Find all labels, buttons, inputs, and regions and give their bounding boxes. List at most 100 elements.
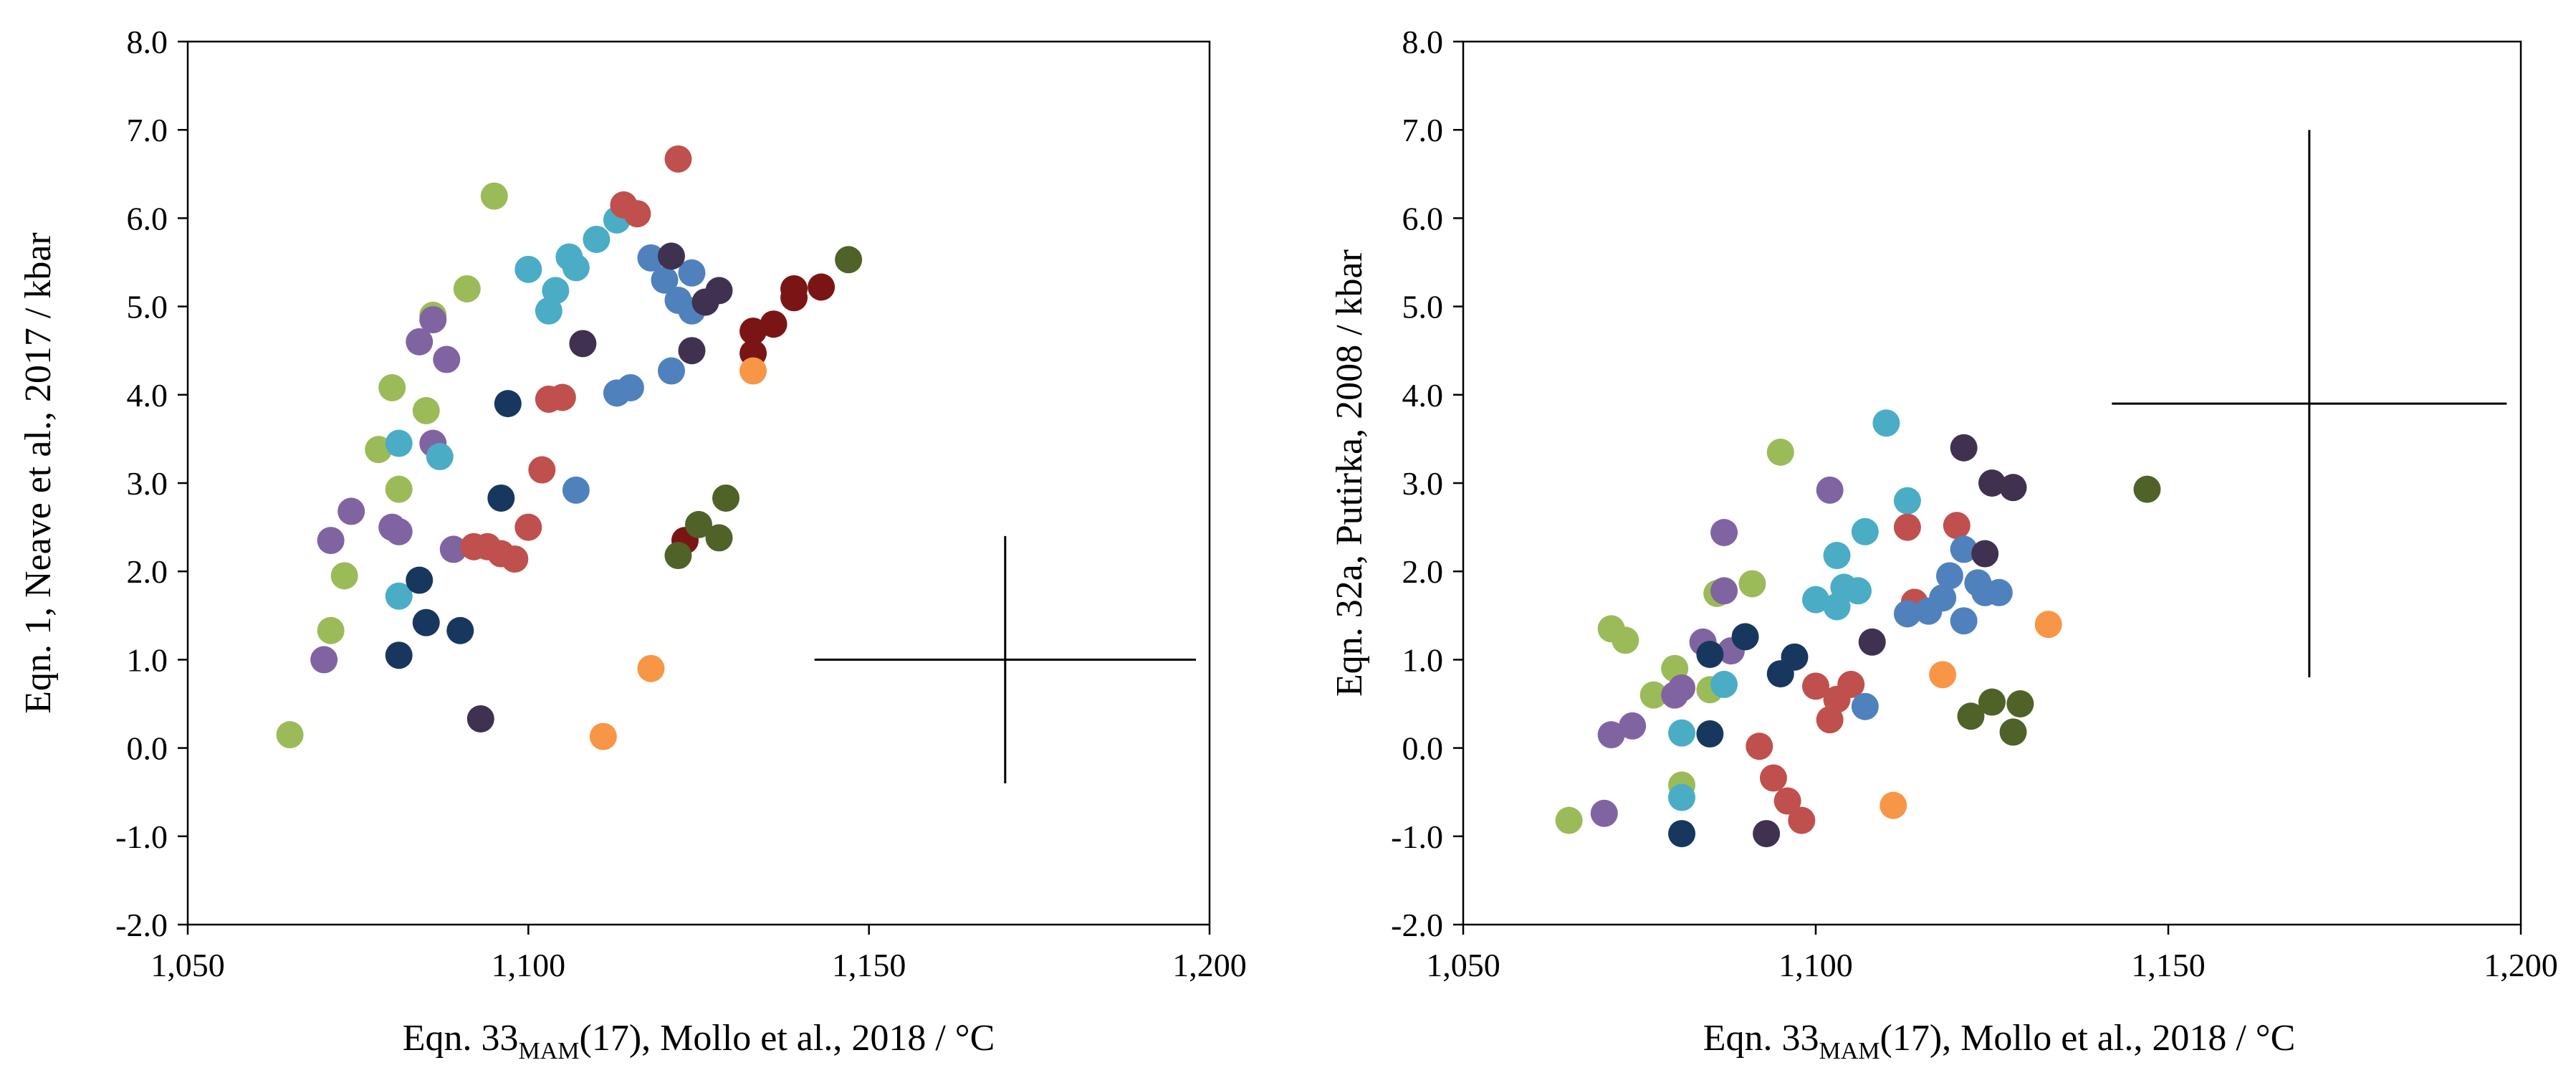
right-point-dark-navy (1696, 641, 1724, 669)
right-point-light-green (1612, 626, 1639, 654)
right-x-axis-label-main: Eqn. 33 (1703, 1018, 1819, 1059)
left-point-light-green (385, 475, 413, 503)
right-point-dark-green (2133, 475, 2161, 503)
left-point-dark-red (808, 273, 835, 301)
right-point-red (1943, 512, 1971, 540)
right-x-tick-label: 1,150 (2131, 947, 2206, 983)
right-point-cyan (1844, 577, 1872, 605)
left-point-red (514, 513, 542, 541)
right-chart-panel: -2.0 -1.0 0.0 1.0 2.0 3.0 4.0 5.0 6.0 7.0 8.0 1,05… (1329, 24, 2558, 1064)
left-point-purple (317, 527, 345, 555)
left-y-tick-label: 0.0 (127, 730, 168, 767)
right-point-blue (1935, 562, 1963, 590)
right-point-blue (1929, 584, 1957, 612)
left-point-blue (657, 357, 685, 385)
left-axes (178, 40, 1211, 935)
left-point-light-green (412, 396, 440, 424)
right-point-light-green (1766, 438, 1794, 466)
left-point-red (623, 200, 651, 228)
left-point-purple (406, 328, 434, 356)
left-data-points (276, 145, 863, 750)
left-point-light-green (365, 436, 393, 464)
right-point-purple (1668, 674, 1696, 702)
left-point-dark-green (664, 542, 692, 570)
left-point-cyan (583, 225, 611, 253)
left-y-tick-label: 1.0 (127, 641, 168, 678)
right-data-points (1555, 409, 2161, 848)
left-point-orange (637, 654, 665, 682)
left-point-purple (310, 646, 338, 674)
left-y-tick-label: -2.0 (115, 907, 168, 943)
right-y-axis-label: Eqn. 32a, Putirka, 2008 / kbar (1329, 249, 1370, 697)
right-point-dark-purple (1858, 628, 1886, 656)
right-point-dark-navy (1696, 720, 1724, 748)
right-point-cyan (1823, 542, 1851, 570)
right-y-tick-label: 2.0 (1402, 553, 1444, 590)
left-point-dark-purple (705, 277, 733, 305)
left-point-purple (439, 535, 467, 563)
right-y-tick-label: -1.0 (1391, 819, 1443, 855)
left-point-dark-navy (385, 641, 413, 669)
right-axes (1453, 40, 2522, 935)
left-y-tick-label: 4.0 (127, 377, 168, 414)
right-y-tick-label: 0.0 (1402, 730, 1444, 767)
left-y-tick-label: 7.0 (127, 112, 168, 148)
right-point-cyan (1851, 517, 1879, 545)
right-point-dark-green (1999, 718, 2027, 746)
left-point-cyan (385, 582, 413, 610)
right-y-tick-label: 6.0 (1402, 200, 1444, 237)
left-point-light-green (317, 616, 345, 644)
left-point-cyan (426, 443, 454, 471)
left-point-blue (678, 259, 706, 287)
left-y-tick-labels: -2.0 -1.0 0.0 1.0 2.0 3.0 4.0 5.0 6.0 7.0 8.0 (115, 24, 168, 943)
right-y-tick-labels: -2.0 -1.0 0.0 1.0 2.0 3.0 4.0 5.0 6.0 7.0 8.0 (1391, 24, 1443, 943)
right-point-dark-green (1978, 688, 2006, 716)
left-point-dark-purple (678, 337, 706, 365)
right-y-tick-label: 1.0 (1402, 641, 1444, 678)
left-point-cyan (562, 254, 590, 282)
left-y-tick-label: 6.0 (127, 200, 168, 237)
left-error-cross (814, 535, 1196, 783)
left-point-dark-navy (446, 616, 474, 644)
right-point-red (1837, 670, 1865, 698)
right-point-blue (1985, 578, 2013, 606)
right-point-red (1759, 764, 1787, 792)
right-point-red (1788, 806, 1816, 834)
left-x-tick-label: 1,150 (832, 947, 906, 983)
right-point-orange (2034, 611, 2062, 639)
right-point-purple (1710, 577, 1738, 605)
left-point-dark-green (685, 510, 712, 538)
left-point-orange (589, 722, 617, 750)
right-point-light-green (1555, 806, 1583, 834)
right-point-dark-green (1957, 702, 1985, 730)
left-point-dark-green (705, 524, 733, 552)
left-point-purple (337, 497, 365, 525)
right-y-tick-label: -2.0 (1391, 907, 1443, 943)
left-point-dark-navy (406, 566, 434, 594)
left-point-dark-navy (412, 609, 440, 636)
left-point-light-green (453, 275, 481, 302)
right-point-purple (1816, 476, 1844, 504)
left-x-axis-label: Eqn. 33MAM(17), Mollo et al., 2018 / °C (403, 1018, 995, 1064)
right-point-purple (1710, 518, 1738, 546)
left-point-dark-red (780, 284, 808, 312)
right-point-red (1773, 787, 1801, 815)
right-point-blue (1950, 535, 1978, 563)
left-point-dark-red (739, 318, 767, 345)
right-x-tick-label: 1,100 (1778, 947, 1853, 983)
left-y-tick-label: 2.0 (127, 553, 168, 590)
left-point-purple (433, 345, 461, 373)
right-point-light-green (1738, 570, 1766, 598)
left-plot-frame (186, 40, 1211, 926)
right-point-cyan (1802, 586, 1829, 614)
right-point-purple (1619, 712, 1647, 740)
left-y-tick-label: 5.0 (127, 289, 168, 325)
left-x-axis-label-main: Eqn. 33 (403, 1018, 519, 1059)
left-point-dark-navy (494, 390, 522, 418)
left-point-cyan (385, 429, 413, 457)
right-point-purple (1590, 799, 1618, 827)
right-point-dark-navy (1731, 623, 1759, 651)
left-y-tick-label: 3.0 (127, 465, 168, 502)
left-point-red (664, 145, 692, 173)
right-y-tick-label: 5.0 (1402, 289, 1444, 325)
